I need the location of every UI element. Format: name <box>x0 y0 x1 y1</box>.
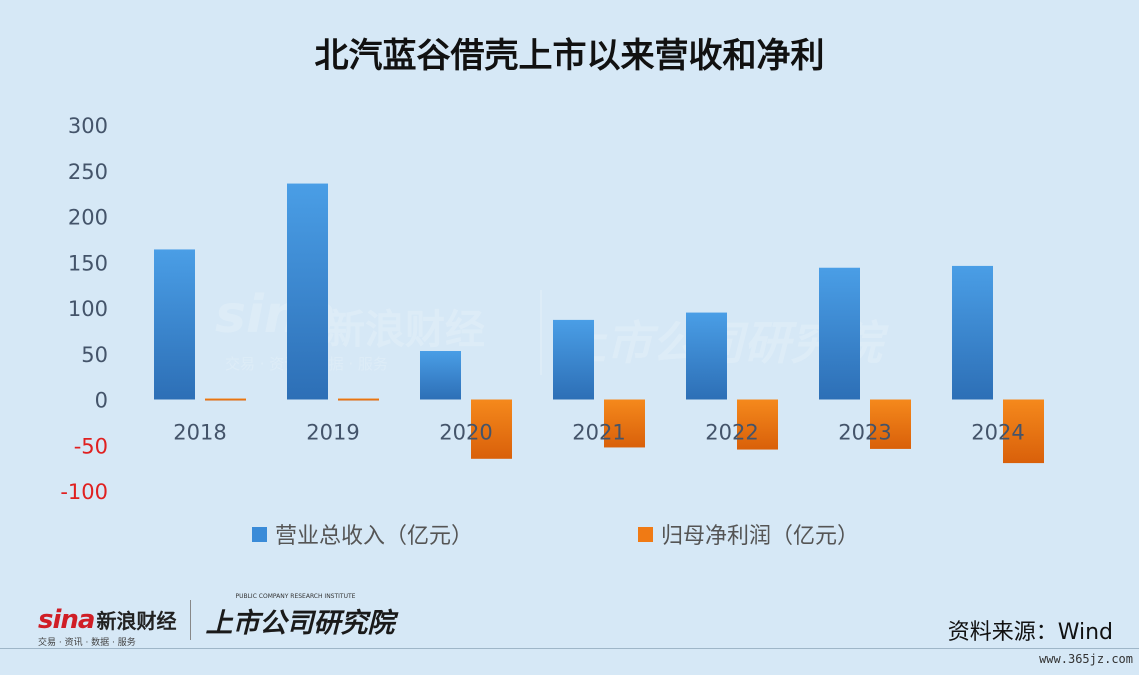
footer-divider <box>0 648 1139 649</box>
bar-revenue <box>154 249 195 400</box>
institute-logo-en: PUBLIC COMPANY RESEARCH INSTITUTE <box>235 592 356 600</box>
sina-logo-tagline: 交易 · 资讯 · 数据 · 服务 <box>38 638 136 648</box>
x-tick-label: 2021 <box>572 421 625 445</box>
footer-logos: sina 新浪财经 交易 · 资讯 · 数据 · 服务 PUBLIC COMPA… <box>38 593 395 649</box>
y-tick-label: 0 <box>95 389 108 413</box>
chart-legend: 营业总收入（亿元） 归母净利润（亿元） <box>0 518 1139 554</box>
bar-net-profit <box>870 399 911 449</box>
y-tick-label: 200 <box>68 206 108 230</box>
bar-revenue <box>420 351 461 400</box>
bar-net-profit <box>604 399 645 448</box>
y-tick-label: 250 <box>68 160 108 184</box>
data-source: 资料来源：Wind <box>947 620 1113 645</box>
bar-net-profit <box>338 398 379 401</box>
site-url: www.365jz.com <box>1039 652 1133 666</box>
x-tick-label: 2018 <box>173 421 226 445</box>
sina-logo-name: 新浪财经 <box>96 609 177 633</box>
y-tick-label: -50 <box>74 434 108 458</box>
x-tick-label: 2023 <box>838 421 891 445</box>
logo-divider <box>190 600 192 640</box>
bar-revenue <box>686 312 727 400</box>
y-tick-label: -100 <box>60 480 108 504</box>
legend-label-net-profit: 归母净利润（亿元） <box>661 524 860 549</box>
y-tick-label: 50 <box>81 343 108 367</box>
y-tick-label: 100 <box>68 297 108 321</box>
bar-revenue <box>553 319 594 400</box>
x-tick-label: 2024 <box>971 421 1024 445</box>
bar-net-profit <box>471 399 512 459</box>
bar-revenue <box>819 267 860 400</box>
bar-net-profit <box>1003 399 1044 464</box>
y-tick-label: 300 <box>68 114 108 138</box>
x-tick-label: 2020 <box>439 421 492 445</box>
sina-logo-word: sina <box>38 605 95 635</box>
y-tick-label: 150 <box>68 251 108 275</box>
bar-revenue <box>287 183 328 400</box>
institute-logo-cn: 上市公司研究院 <box>205 607 395 639</box>
institute-logo: PUBLIC COMPANY RESEARCH INSTITUTE 上市公司研究… <box>205 593 395 640</box>
legend-swatch-net-profit <box>638 526 653 542</box>
bar-net-profit <box>737 399 778 450</box>
x-tick-label: 2022 <box>705 421 758 445</box>
sina-finance-logo: sina 新浪财经 交易 · 资讯 · 数据 · 服务 <box>38 605 177 648</box>
chart-title: 北汽蓝谷借壳上市以来营收和净利 <box>314 36 825 76</box>
legend-swatch-revenue <box>252 526 267 542</box>
legend-label-revenue: 营业总收入（亿元） <box>275 524 474 549</box>
bar-net-profit <box>205 398 246 401</box>
x-tick-label: 2019 <box>306 421 359 445</box>
legend-item-revenue: 营业总收入（亿元） <box>252 518 473 550</box>
bar-revenue <box>952 265 993 400</box>
legend-item-net-profit: 归母净利润（亿元） <box>638 518 859 550</box>
